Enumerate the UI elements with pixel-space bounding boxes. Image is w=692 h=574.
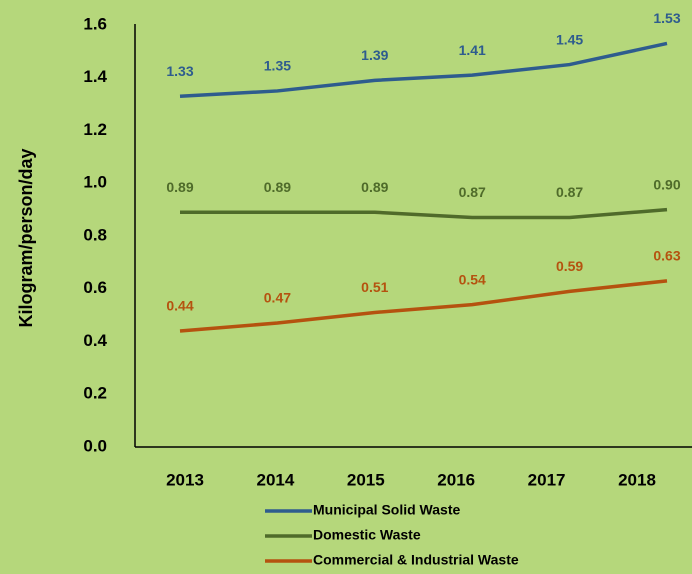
y-axis-title: Kilogram/person/day — [16, 148, 36, 327]
data-label: 1.45 — [556, 31, 583, 47]
y-tick-label: 1.6 — [83, 14, 107, 33]
x-tick-label: 2014 — [256, 470, 294, 489]
x-tick-label: 2013 — [166, 470, 204, 489]
data-label: 1.39 — [361, 47, 388, 63]
y-tick-label: 0.6 — [83, 278, 107, 297]
x-tick-label: 2018 — [618, 470, 656, 489]
series-line — [179, 41, 668, 98]
data-label: 0.51 — [361, 279, 388, 295]
data-label: 1.41 — [459, 42, 486, 58]
legend-label: Municipal Solid Waste — [313, 502, 460, 518]
data-label: 0.89 — [264, 179, 291, 195]
data-label: 0.89 — [166, 179, 193, 195]
data-label: 0.89 — [361, 179, 388, 195]
data-label: 0.44 — [166, 298, 193, 314]
y-tick-label: 0.8 — [83, 225, 107, 244]
data-label: 0.59 — [556, 258, 583, 274]
data-label: 1.33 — [166, 63, 193, 79]
y-tick-label: 1.0 — [83, 173, 107, 192]
data-label: 0.63 — [653, 248, 680, 264]
y-tick-label: 1.2 — [83, 120, 107, 139]
series-line — [180, 207, 668, 220]
y-tick-label: 1.4 — [83, 67, 107, 86]
series-line — [179, 279, 668, 333]
x-tick-label: 2017 — [528, 470, 566, 489]
y-tick-label: 0.2 — [83, 384, 107, 403]
y-tick-label: 0.0 — [83, 436, 107, 455]
data-label: 0.90 — [653, 176, 680, 192]
x-tick-label: 2016 — [437, 470, 475, 489]
y-tick-label: 0.4 — [83, 331, 107, 350]
x-tick-label: 2015 — [347, 470, 385, 489]
legend-label: Domestic Waste — [313, 527, 421, 543]
data-label: 0.87 — [459, 184, 486, 200]
data-label: 0.54 — [459, 271, 486, 287]
data-label: 0.87 — [556, 184, 583, 200]
data-label: 0.47 — [264, 290, 291, 306]
legend-label: Commercial & Industrial Waste — [313, 552, 519, 568]
data-label: 1.35 — [264, 58, 291, 74]
data-label: 1.53 — [653, 10, 680, 26]
